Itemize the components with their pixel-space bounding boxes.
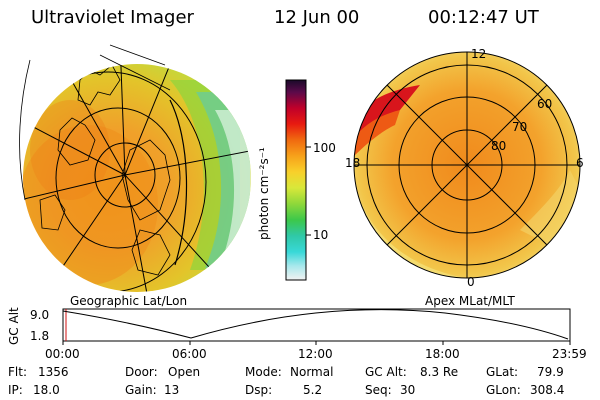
glon-value: 308.4 [530,383,565,397]
altitude-ytick-high: 9.0 [30,308,50,322]
colorbar-tick-100: 100 [313,141,336,155]
app-title: Ultraviolet Imager [31,7,194,28]
date-label: 12 Jun 00 [274,7,360,28]
altitude-xtick-1800: 18:00 [425,347,460,361]
flt-value: 1356 [38,365,69,379]
glat-label: GLat: [486,365,519,379]
dsp-value: 5.2 [303,383,323,397]
mlat-label-80: 80 [491,139,507,153]
altitude-xtick-0600: 06:00 [172,347,207,361]
gcalt-value: 8.3 Re [420,365,459,379]
altitude-xtick-1200: 12:00 [298,347,333,361]
colorbar-unit-label: photon cm⁻²s⁻¹ [257,147,271,240]
apex-polar-image [353,51,581,279]
seq-value: 30 [400,383,416,397]
colorbar-tick-10: 10 [313,228,329,242]
altitude-plot [62,308,571,345]
mode-label: Mode: [245,365,282,379]
mlt-label-18: 18 [345,156,361,170]
right-panel-caption: Apex MLat/MLT [425,294,515,308]
mlat-label-60: 60 [537,97,553,111]
door-label: Door: [125,365,158,379]
gcalt-label: GC Alt: [365,365,407,379]
mlat-label-70: 70 [512,120,528,134]
altitude-xtick-2359: 23:59 [552,347,587,361]
ip-label: IP: [8,383,23,397]
altitude-ylabel: GC Alt [7,307,21,345]
altitude-ytick-low: 1.8 [30,329,50,343]
door-value: Open [168,365,201,379]
geographic-image [19,44,251,292]
ip-value: 18.0 [33,383,60,397]
dsp-label: Dsp: [245,383,273,397]
mlt-label-12: 12 [471,47,487,61]
time-label: 00:12:47 UT [428,7,539,28]
altitude-xtick-0000: 00:00 [45,347,80,361]
mlt-label-0: 0 [467,275,475,289]
flt-label: Flt: [8,365,27,379]
gain-value: 13 [164,383,180,397]
mode-value: Normal [290,365,334,379]
mlt-label-6: 6 [576,156,584,170]
seq-label: Seq: [365,383,392,397]
gain-label: Gain: [125,383,157,397]
intensity-colorbar [285,79,311,281]
left-panel-caption: Geographic Lat/Lon [70,294,188,308]
glon-label: GLon: [486,383,521,397]
glat-value: 79.9 [537,365,564,379]
